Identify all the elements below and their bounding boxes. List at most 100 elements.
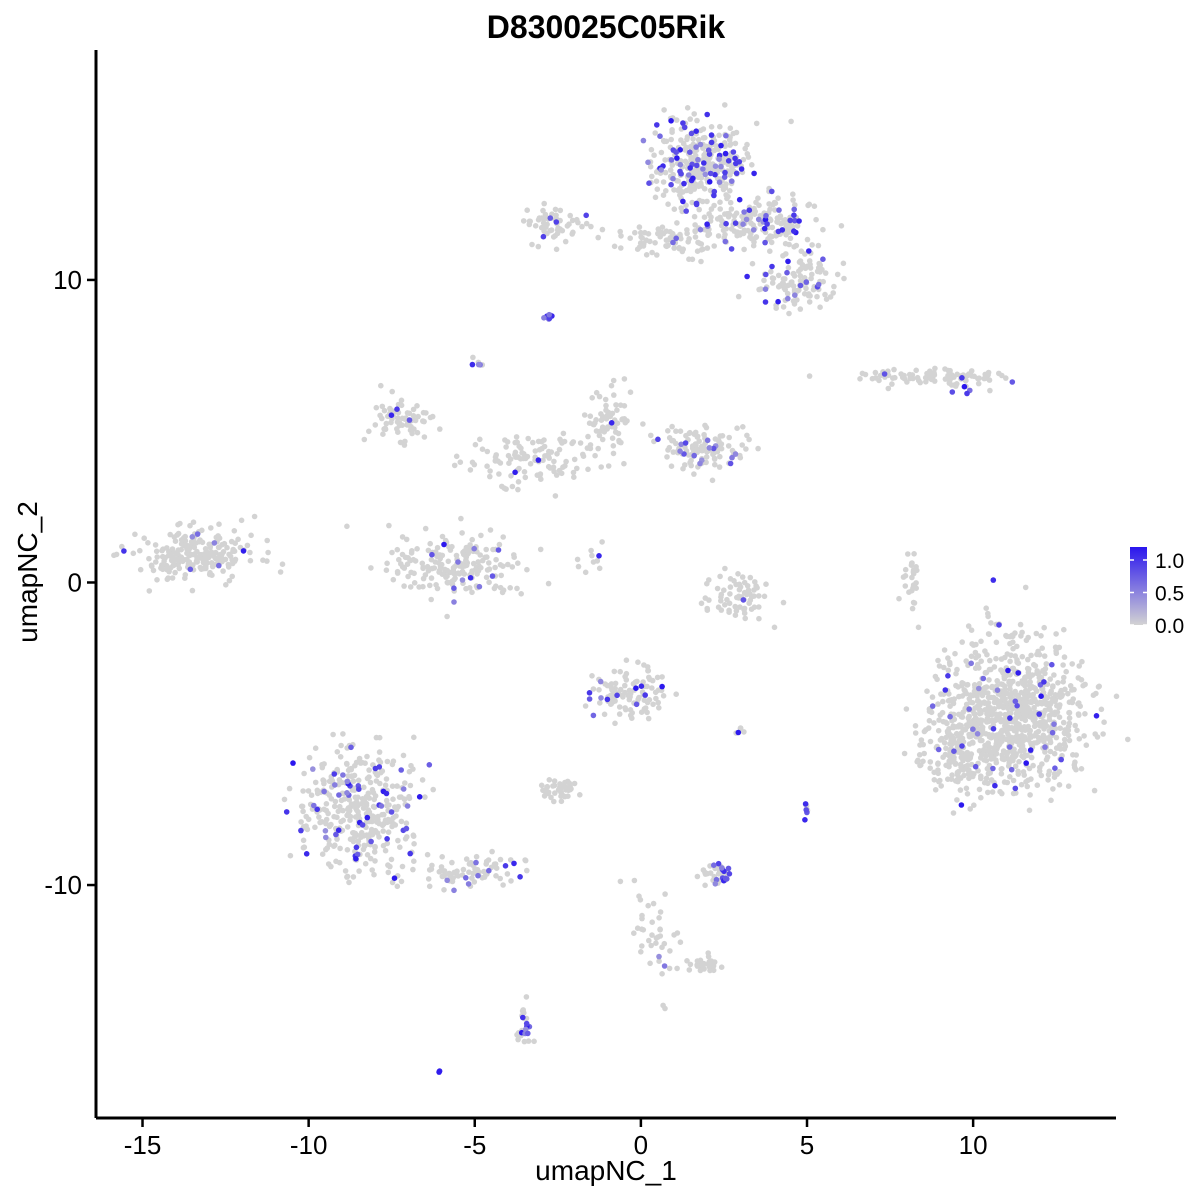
expressing-cell-point (723, 132, 729, 139)
cell-point (638, 949, 644, 955)
cell-point (598, 411, 604, 417)
cell-point (954, 740, 961, 747)
cell-point (945, 776, 951, 782)
cell-point (469, 875, 475, 881)
cell-point (702, 882, 708, 889)
cell-point (502, 437, 508, 443)
cell-point (710, 967, 717, 974)
cell-point (917, 379, 923, 386)
expressing-cell-point (298, 827, 304, 834)
expressing-cell-point (725, 865, 732, 872)
expressing-cell-point (1023, 760, 1029, 766)
cell-point (558, 793, 564, 799)
cell-point (927, 759, 934, 765)
cell-point (551, 458, 557, 465)
cell-point (361, 842, 368, 849)
cell-point (662, 169, 669, 176)
expressing-cell-point (951, 748, 957, 754)
cell-point (937, 777, 943, 784)
cell-point (840, 260, 847, 267)
cell-point (441, 872, 448, 878)
cell-point (478, 532, 484, 539)
cell-point (641, 706, 648, 712)
cell-point (1094, 734, 1101, 740)
cell-point (617, 668, 623, 675)
cell-point (595, 234, 601, 241)
cell-point (487, 468, 493, 474)
cell-point (653, 178, 660, 184)
expressing-cell-point (968, 660, 974, 667)
cell-point (692, 234, 699, 240)
cell-point (1023, 779, 1029, 785)
cell-point (1014, 711, 1020, 718)
expressing-cell-point (359, 822, 366, 828)
cell-point (557, 207, 564, 214)
cell-point (574, 216, 580, 223)
cell-point (661, 940, 668, 947)
cell-point (565, 793, 571, 799)
cell-point (209, 560, 215, 566)
cell-point (412, 558, 419, 564)
expressing-cell-point (980, 675, 987, 682)
cell-point (993, 655, 999, 662)
cell-point (1057, 725, 1063, 731)
cell-point (1047, 706, 1053, 713)
cell-point (326, 841, 333, 848)
cell-point (317, 819, 323, 826)
cell-point (684, 230, 690, 237)
cell-point (954, 776, 961, 783)
cell-point (807, 261, 813, 268)
cell-point (153, 559, 159, 565)
cell-point (931, 777, 938, 783)
cell-point (714, 585, 721, 592)
expressing-cell-point (451, 599, 457, 605)
cell-point (586, 420, 593, 427)
cell-point (323, 820, 329, 827)
cell-point (960, 709, 966, 715)
cell-point (383, 776, 390, 782)
cell-point (901, 750, 908, 757)
cell-point (907, 375, 914, 382)
cell-point (682, 158, 689, 165)
cell-point (726, 434, 732, 441)
cell-point (265, 549, 271, 556)
cell-point (152, 542, 159, 548)
cell-point (813, 216, 819, 223)
cell-point (698, 258, 704, 265)
cell-point (790, 191, 796, 197)
cell-point (530, 439, 536, 446)
cell-point (722, 102, 728, 108)
cell-point (531, 1038, 537, 1045)
cell-point (567, 212, 573, 219)
cell-point (645, 715, 652, 722)
cell-point (605, 463, 612, 469)
cell-point (869, 375, 876, 382)
expressing-cell-point (638, 683, 645, 689)
expressing-cell-point (711, 192, 717, 199)
cell-point (399, 534, 406, 540)
cell-point (340, 807, 346, 814)
expressing-cell-point (1049, 661, 1055, 668)
cell-point (558, 785, 564, 791)
expressing-cell-point (391, 875, 398, 881)
cell-point (796, 268, 802, 275)
cell-point (980, 747, 987, 753)
cell-point (691, 471, 697, 477)
expressing-cell-point (707, 170, 714, 177)
cell-point (436, 567, 443, 574)
cell-point (948, 697, 955, 703)
cell-point (753, 199, 759, 206)
expressing-cell-point (1007, 715, 1013, 721)
expressing-cell-point (471, 545, 478, 552)
expressing-cell-point (406, 417, 413, 423)
cell-point (460, 866, 467, 873)
cell-point (532, 223, 539, 229)
expressing-cell-point (658, 167, 664, 173)
cell-point (460, 551, 467, 558)
cell-point (1072, 722, 1078, 729)
expressing-cell-point (716, 156, 722, 162)
cell-point (508, 473, 514, 479)
cell-point (1051, 774, 1058, 780)
cell-point (279, 561, 286, 567)
